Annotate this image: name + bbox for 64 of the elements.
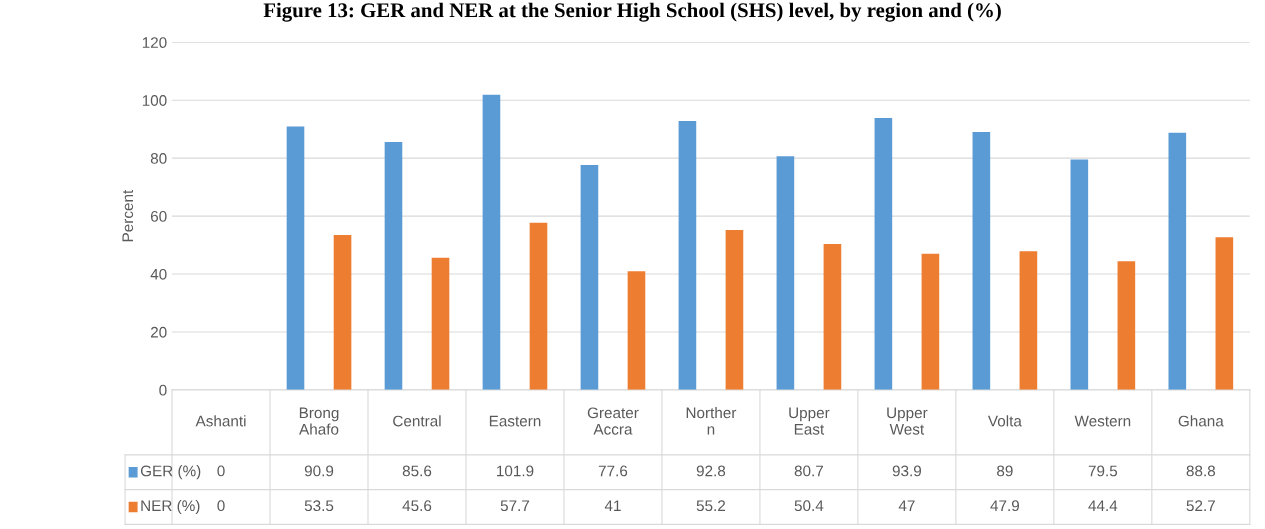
- data-label: 41: [604, 500, 621, 511]
- y-tick-label: 120: [142, 37, 167, 49]
- data-label: 88.8: [1186, 465, 1216, 477]
- y-tick-label: 60: [150, 210, 167, 222]
- data-label: 0: [217, 465, 225, 477]
- bar: [725, 230, 744, 390]
- bar: [921, 253, 940, 390]
- y-tick-label: 80: [150, 153, 167, 164]
- x-tick-label: Eastern: [489, 415, 541, 427]
- x-tick-label: Ghana: [1178, 415, 1224, 427]
- x-tick-label: Brong Ahafo: [299, 407, 339, 435]
- bar: [1070, 159, 1089, 390]
- data-label: 80.7: [794, 465, 824, 477]
- x-tick-label: Central: [393, 415, 441, 427]
- x-tick-label: Western: [1074, 415, 1131, 427]
- bar: [1168, 132, 1187, 390]
- x-tick-label: Volta: [987, 415, 1022, 427]
- chart-title: Figure 13: GER and NER at the Senior High School (SHS) level, by region and (%): [263, 2, 1001, 22]
- data-label: 45.6: [402, 500, 432, 512]
- bar: [431, 257, 450, 390]
- bar: [972, 132, 991, 390]
- bar: [580, 165, 599, 390]
- data-label: 47: [898, 500, 915, 511]
- x-tick-label: Norther n: [686, 407, 737, 435]
- legend-label: GER (%): [140, 465, 201, 480]
- data-label: 93.9: [892, 465, 922, 477]
- bar: [482, 94, 501, 390]
- bar: [874, 117, 893, 390]
- x-tick-label: Upper West: [887, 407, 928, 435]
- data-label: 90.9: [304, 465, 334, 477]
- bar: [529, 222, 548, 390]
- data-label: 55.2: [696, 500, 726, 512]
- bar: [678, 121, 697, 390]
- data-label: 47.9: [990, 500, 1020, 512]
- y-axis-title: Percent: [122, 189, 134, 242]
- legend-label: NER (%): [141, 499, 200, 515]
- data-label: 79.5: [1088, 465, 1118, 477]
- data-label: 101.9: [497, 465, 534, 477]
- data-label: 50.4: [794, 500, 824, 512]
- x-tick-label: Upper East: [789, 407, 830, 435]
- bar: [333, 234, 352, 390]
- data-label: 0: [217, 500, 225, 512]
- data-label: 57.7: [500, 500, 530, 512]
- y-tick-label: 20: [150, 326, 167, 338]
- bar: [1215, 237, 1234, 390]
- bar: [1019, 251, 1038, 390]
- data-label: 92.8: [696, 465, 726, 477]
- bar: [627, 271, 646, 390]
- bar: [1117, 261, 1136, 390]
- data-label: 77.6: [598, 465, 628, 477]
- data-label: 85.6: [402, 465, 432, 477]
- data-label: 53.5: [304, 500, 334, 512]
- data-label: 89: [997, 465, 1013, 477]
- y-tick-label: 100: [142, 95, 167, 106]
- data-label: 52.7: [1186, 500, 1215, 512]
- bar: [776, 156, 795, 390]
- y-tick-label: 40: [150, 268, 167, 280]
- bar: [384, 141, 403, 390]
- bar: [286, 126, 305, 390]
- bar: [823, 243, 842, 390]
- y-tick-label: 0: [159, 384, 167, 396]
- data-label: 44.4: [1088, 500, 1118, 511]
- x-tick-label: Greater Accra: [587, 407, 639, 435]
- x-tick-label: Ashanti: [195, 415, 246, 427]
